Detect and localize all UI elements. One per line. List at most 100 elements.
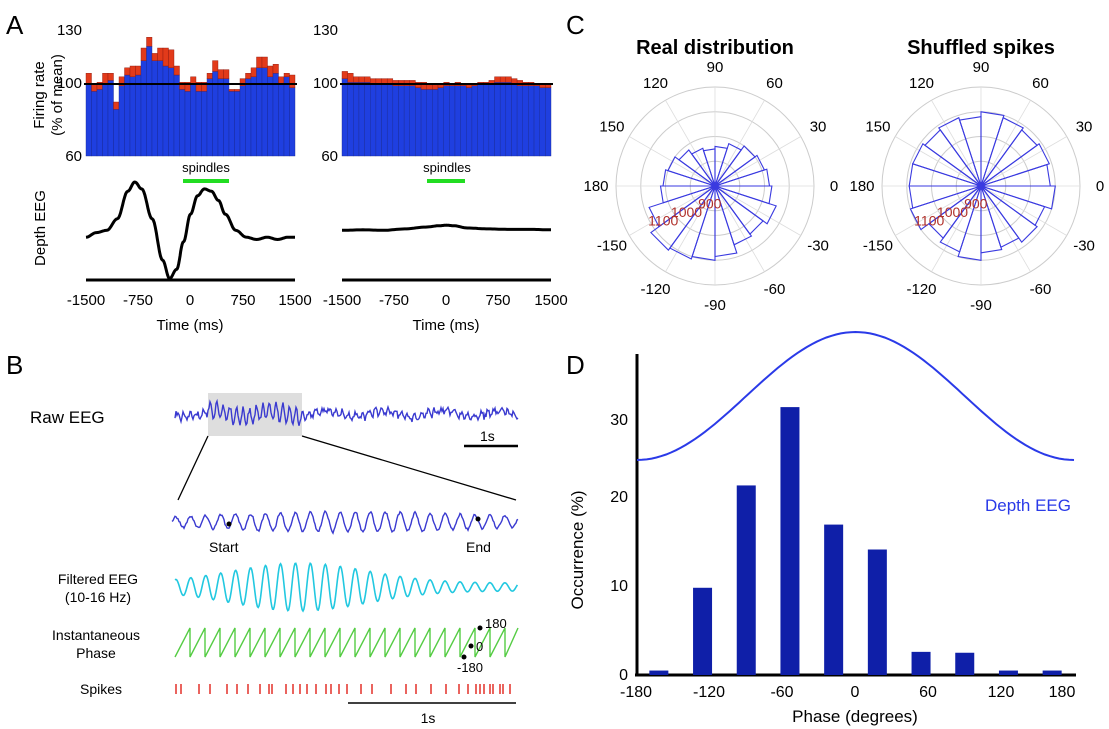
- panel-a-ylabel-line2: (% of mean): [49, 54, 66, 136]
- a-left-hist-excess: [217, 69, 224, 79]
- d-ytick-0: 0: [619, 667, 628, 684]
- a-left-xtick-1: -750: [123, 292, 153, 309]
- c-right-theta-label: 120: [909, 75, 934, 92]
- c-left-theta-label: 60: [766, 75, 783, 92]
- a-left-hist-bar: [96, 89, 103, 157]
- a-left-hist-excess: [289, 74, 296, 88]
- a-left-hist-excess: [228, 89, 235, 92]
- a-left-xtick-0: -1500: [67, 292, 105, 309]
- a-left-hist-bar: [124, 74, 131, 157]
- c-left-polar: 90 60 30 0 -30 -60 -90 -120 -150 180 150 120 9001000…: [583, 59, 838, 314]
- a-right-hist-bar: [471, 85, 478, 157]
- c-left-spoke: [665, 185, 716, 272]
- a-right-hist-bar: [545, 87, 552, 157]
- d-ytick-10: 10: [610, 578, 628, 595]
- a-right-hist-excess: [505, 76, 512, 83]
- a-left-hist-bar: [168, 67, 175, 157]
- a-right-hist-bar: [443, 85, 450, 157]
- a-left-hist-bar: [91, 90, 98, 157]
- a-left-hist-bar: [201, 90, 208, 157]
- a-right-hist-bar: [449, 85, 456, 157]
- a-left-hist-bar: [228, 90, 235, 157]
- c-right-r-label: 1100: [914, 212, 944, 228]
- c-right-wedge: [924, 129, 982, 187]
- panel-a: Firing rate (% of mean) 130 100 60 130 1…: [31, 22, 568, 334]
- b-phase-label-2: Phase: [76, 645, 116, 661]
- c-left-spoke: [629, 136, 716, 187]
- c-right-theta-label: -60: [1030, 281, 1052, 298]
- a-left-hist-bar: [184, 90, 191, 157]
- c-right-r-label: 1000: [937, 204, 968, 220]
- a-left-hist-excess: [113, 101, 120, 110]
- a-right-hist-bar: [494, 81, 501, 157]
- c-right-wedge: [980, 185, 1038, 243]
- c-right-wedge: [980, 129, 1038, 187]
- a-eeg-right-line: [342, 223, 551, 232]
- c-right-spoke: [895, 185, 982, 236]
- a-left-hist-bar: [173, 74, 180, 157]
- a-left-hist-excess: [151, 53, 158, 61]
- c-right-theta-label: 90: [973, 59, 990, 76]
- a-left-hist-excess: [212, 60, 219, 72]
- a-right-xlabel: Time (ms): [413, 317, 480, 334]
- a-left-hist-excess: [135, 65, 142, 76]
- a-left-hist-excess: [146, 37, 153, 47]
- c-right-theta-label: 150: [865, 119, 890, 136]
- a-left-hist-bar: [146, 46, 153, 157]
- c-left-title: Real distribution: [636, 37, 794, 59]
- c-right-wedge: [908, 163, 982, 187]
- a-left-hist-bar: [195, 90, 202, 157]
- a-left-hist-bar: [190, 83, 197, 157]
- a-right-hist-bar: [522, 85, 529, 157]
- a-left-hist-excess: [245, 72, 252, 79]
- d-bar: [649, 670, 669, 675]
- a-right-hist-bar: [341, 78, 348, 157]
- c-right-theta-label: 60: [1032, 75, 1049, 92]
- a-left-xlabel: Time (ms): [157, 317, 224, 334]
- a-left-hist-excess: [190, 76, 197, 85]
- d-ytick-30: 30: [610, 412, 628, 429]
- c-left-spoke: [665, 100, 716, 187]
- a-right-hist-bar: [477, 83, 484, 157]
- d-curve-label: Depth EEG: [985, 496, 1071, 515]
- b-phase-dot-180: [477, 625, 483, 631]
- panel-letter-c: C: [566, 10, 585, 40]
- c-left-spoke: [714, 100, 765, 187]
- a-right-xtick-1: -750: [379, 292, 409, 309]
- a-right-hist-excess: [499, 76, 507, 83]
- a-left-hist-bar: [162, 65, 169, 157]
- a-right-xtick-2: 0: [442, 292, 450, 309]
- b-bottom-scale-label: 1s: [421, 710, 436, 726]
- d-depth-eeg-curve: [636, 330, 1075, 461]
- a-left-hist-bar: [129, 76, 136, 157]
- b-start-label: Start: [209, 539, 239, 555]
- a-right-hist-bar: [420, 89, 427, 157]
- c-right-spoke: [980, 136, 1067, 187]
- b-zoomed-eeg-trace: [171, 509, 519, 535]
- c-left-theta-label: 150: [599, 119, 624, 136]
- a-left-hist-bar: [250, 76, 257, 157]
- a-right-ytick-60: 60: [321, 148, 338, 165]
- a-left-hist-bar: [102, 83, 109, 157]
- a-right-xtick-0: -1500: [323, 292, 361, 309]
- a-left-hist-excess: [267, 65, 274, 78]
- d-xlabel: Phase (degrees): [792, 707, 918, 726]
- a-eeg-label: Depth EEG: [32, 190, 49, 266]
- a-left-ytick-60: 60: [65, 148, 82, 165]
- a-right-hist-bar: [460, 85, 467, 157]
- d-bar: [824, 524, 844, 675]
- a-right-hist-bar: [539, 87, 546, 157]
- a-left-hist-excess: [250, 67, 257, 78]
- d-xtick-neg180: -180: [620, 684, 652, 701]
- c-left-theta-label: 120: [643, 75, 668, 92]
- a-right-hist-bar: [398, 85, 405, 157]
- panel-letter-d: D: [566, 350, 585, 380]
- b-start-marker: [226, 521, 232, 527]
- d-bar: [998, 670, 1018, 675]
- a-right-hist-bar: [375, 83, 382, 157]
- d-bar: [911, 651, 931, 675]
- d-xtick-120: 120: [988, 684, 1015, 701]
- c-left-spoke: [714, 185, 765, 272]
- c-right-theta-label: 30: [1076, 119, 1093, 136]
- a-right-hist-bar: [381, 83, 388, 157]
